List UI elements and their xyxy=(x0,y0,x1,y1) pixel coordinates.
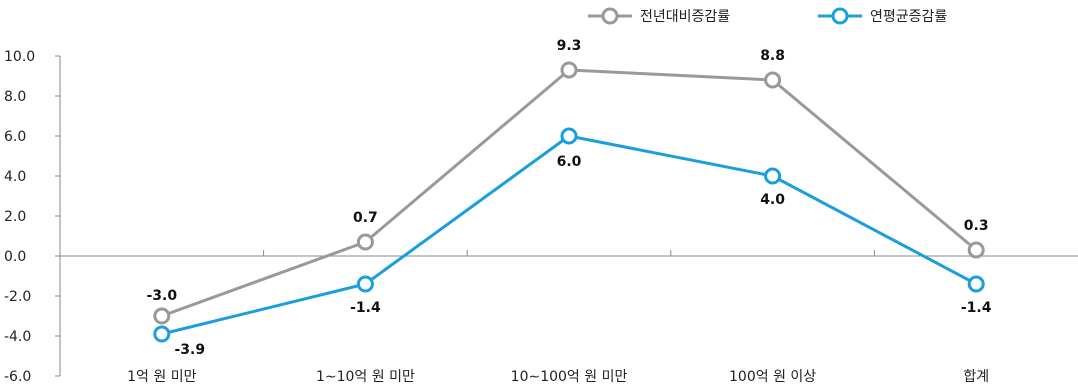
data-point xyxy=(560,127,578,145)
y-tick-label: 8.0 xyxy=(4,89,26,105)
data-point xyxy=(967,275,985,293)
category-label: 합계 xyxy=(963,369,989,385)
category-label: 1억 원 미만 xyxy=(127,369,196,385)
y-tick-label: -6.0 xyxy=(4,369,31,385)
data-point xyxy=(967,241,985,259)
y-tick-label: 0.0 xyxy=(4,249,26,265)
axes: 10.0 8.0 6.0 4.0 2.0 0.0 -2.0 -4.0 -6.0 1억 원 미만 1∼… xyxy=(4,49,1078,385)
category-label: 10∼100억 원 미만 xyxy=(511,369,628,385)
data-label: 4.0 xyxy=(760,192,785,208)
y-tick-label: 2.0 xyxy=(4,209,26,225)
category-label: 1∼10억 원 미만 xyxy=(316,369,415,385)
data-label: -3.9 xyxy=(174,342,205,358)
legend: 전년대비증감률 연평균증감률 xyxy=(588,7,947,25)
y-tick-label: 6.0 xyxy=(4,129,26,145)
data-label: -1.4 xyxy=(961,300,992,316)
data-point xyxy=(153,325,171,343)
legend-label: 연평균증감률 xyxy=(870,9,947,25)
legend-label: 전년대비증감률 xyxy=(640,9,730,25)
data-label: -1.4 xyxy=(350,300,381,316)
y-tick-label: 10.0 xyxy=(4,49,35,65)
data-labels: -3.0 0.7 9.3 8.8 0.3 -3.9 -1.4 6.0 4.0 -1.4 xyxy=(146,38,991,358)
data-point xyxy=(764,71,782,89)
data-label: 0.3 xyxy=(964,218,989,234)
data-point xyxy=(153,307,171,325)
data-label: 8.8 xyxy=(760,48,785,64)
y-tick-label: -4.0 xyxy=(4,329,31,345)
data-label: 6.0 xyxy=(557,154,582,170)
data-label: 9.3 xyxy=(557,38,582,54)
data-point xyxy=(356,275,374,293)
data-point xyxy=(764,167,782,185)
data-label: -3.0 xyxy=(146,288,177,304)
data-label: 0.7 xyxy=(353,210,378,226)
series-lines xyxy=(153,61,985,343)
series-line-1 xyxy=(161,68,978,318)
y-tick-label: -2.0 xyxy=(4,289,31,305)
legend-marker xyxy=(601,7,619,25)
category-label: 100억 원 이상 xyxy=(729,369,816,385)
y-tick-label: 4.0 xyxy=(4,169,26,185)
data-point xyxy=(560,61,578,79)
legend-marker xyxy=(831,7,849,25)
data-point xyxy=(356,233,374,251)
